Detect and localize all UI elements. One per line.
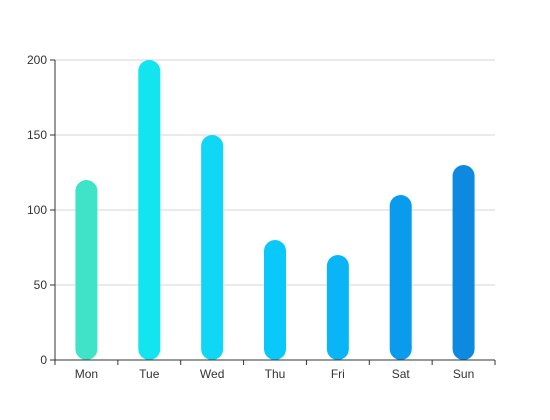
y-tick-label: 0 xyxy=(40,353,47,367)
x-tick-label: Tue xyxy=(139,367,160,381)
bar-series xyxy=(75,60,475,360)
x-tick-label: Fri xyxy=(331,367,345,381)
x-axis-tick-labels: Mon Tue Wed Thu Fri Sat Sun xyxy=(75,367,474,381)
x-tick-label: Mon xyxy=(75,367,98,381)
y-axis-tick-labels: 0 50 100 150 200 xyxy=(27,53,47,367)
bar-wed xyxy=(201,135,224,360)
x-tick-label: Sat xyxy=(392,367,411,381)
bar-thu xyxy=(264,240,286,360)
x-tick-label: Thu xyxy=(265,367,286,381)
bar-fri xyxy=(326,255,349,360)
x-tick-label: Sun xyxy=(453,367,474,381)
y-tick-label: 100 xyxy=(27,203,47,217)
y-tick-label: 200 xyxy=(27,53,47,67)
axes xyxy=(50,59,496,365)
bar-mon xyxy=(75,180,98,360)
bar-sat xyxy=(389,195,412,360)
x-tick-label: Wed xyxy=(200,367,224,381)
bar-sun xyxy=(452,165,475,360)
y-tick-label: 150 xyxy=(27,128,47,142)
y-tick-label: 50 xyxy=(34,278,48,292)
bar-tue xyxy=(138,60,161,360)
